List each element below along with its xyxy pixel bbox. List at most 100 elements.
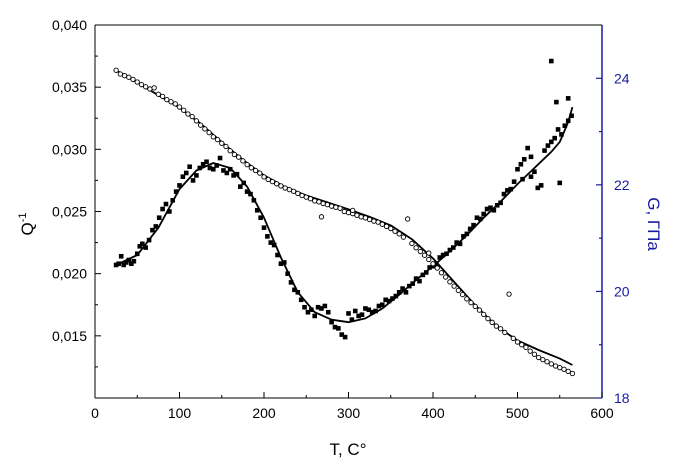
g-data-point [459,291,466,298]
q-data-point [336,326,341,331]
q-data-point [494,202,500,208]
q-data-point [329,319,334,325]
q-data-point [528,174,534,179]
g-data-point [345,209,352,216]
q-data-point [542,148,547,153]
q-data-point [434,261,439,267]
g-data-point [383,223,390,230]
q-data-point [511,179,517,184]
q-data-point [173,189,179,194]
g-data-point [464,296,470,302]
q-data-point [305,309,311,315]
x-tick-label: 300 [337,405,361,421]
fit-lines [115,69,574,366]
q-data-point [559,132,564,137]
y-axis-left-title-main: Q [18,222,37,235]
g-data-point [544,359,550,365]
x-tick-label: 500 [506,405,530,421]
svg-text:G, ГПа: G, ГПа [644,197,663,251]
g-data-point [159,93,166,100]
g-data-point [447,279,453,285]
y-left-tick-label: 0,035 [52,79,87,95]
q-data-point [278,261,284,267]
q-data-point [557,180,563,186]
q-data-point [467,226,473,232]
g-data-point [151,85,157,91]
g-data-point [350,207,356,214]
q-data-point [423,270,429,275]
q-data-point [197,165,203,171]
g-data-point [548,361,554,367]
q-data-point [562,123,568,129]
q-data-point [508,186,514,192]
g-data-point [286,187,292,193]
q-data-point [417,278,422,284]
q-data-point [123,260,129,265]
g-data-point [176,104,183,110]
y-left-tick-label: 0,020 [52,266,87,282]
q-data-point [464,231,470,237]
g-data-point [278,183,284,189]
q-data-point [214,163,219,168]
g-data-point [164,96,170,103]
q-data-point [217,155,223,161]
y-left-tick-label: 0,015 [52,328,87,344]
q-fit-curve [115,106,574,324]
g-data-point [130,76,136,83]
g-data-point [506,291,512,297]
q-data-point [565,118,571,124]
g-data-point [413,245,419,251]
q-data-point [258,215,263,221]
q-data-point [248,191,253,197]
q-data-point [444,251,449,257]
q-data-point [312,313,317,319]
q-data-point [156,215,162,221]
q-data-point [549,139,554,145]
g-data-point [497,326,504,332]
g-data-point [472,303,478,309]
g-data-point [252,167,259,174]
q-data-point [146,237,152,243]
q-data-point [369,309,375,315]
q-data-point [332,324,338,330]
g-data-point [421,252,428,258]
q-data-point [194,173,199,178]
q-data-point [234,171,240,177]
q-data-point [140,241,145,247]
g-data-point [455,287,461,294]
q-data-point [281,260,287,265]
q-data-point [528,154,534,160]
q-data-point [569,113,574,119]
q-data-point [339,332,345,337]
q-data-point [413,276,419,281]
x-tick-label: 600 [590,405,614,421]
g-data-point [388,225,394,232]
g-data-point [138,82,145,88]
g-data-point [438,270,445,276]
g-data-point [181,107,187,113]
q-data-point [484,206,490,212]
g-data-point [430,261,436,267]
g-data-point [341,208,347,215]
g-data-point [197,122,204,128]
g-data-point [519,342,525,348]
g-data-point [261,174,267,180]
g-data-point [510,335,516,341]
y-right-tick-label: 18 [614,390,630,406]
y-right-tick-label: 24 [614,70,630,86]
q-data-point [190,178,196,183]
q-data-point [211,166,216,172]
q-data-point [525,145,530,151]
q-data-point [554,99,559,105]
g-data-point [316,199,322,205]
g-data-point [172,101,178,107]
y-axis-left-title-sup: -1 [17,212,29,222]
q-data-point [204,159,209,165]
g-data-point [569,370,576,377]
q-data-point [400,286,405,291]
q-data-point [437,255,443,260]
y-left-tick-label: 0,030 [52,141,87,157]
g-data-point [168,99,174,105]
q-data-point [251,198,257,203]
